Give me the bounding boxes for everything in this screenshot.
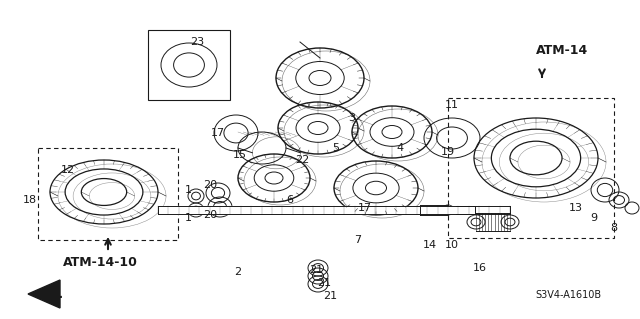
Text: 1: 1 bbox=[184, 213, 191, 223]
Bar bbox=[38, 148, 178, 240]
Text: 20: 20 bbox=[203, 210, 217, 220]
Text: 22: 22 bbox=[295, 155, 309, 165]
Text: 17: 17 bbox=[211, 128, 225, 138]
Text: ATM-14-10: ATM-14-10 bbox=[63, 256, 138, 269]
Text: 6: 6 bbox=[287, 195, 294, 205]
Text: 12: 12 bbox=[61, 165, 75, 175]
Text: 14: 14 bbox=[423, 240, 437, 250]
Text: 1: 1 bbox=[184, 185, 191, 195]
Text: 21: 21 bbox=[317, 278, 331, 288]
Text: 8: 8 bbox=[611, 223, 618, 233]
Text: 13: 13 bbox=[569, 203, 583, 213]
Text: 3: 3 bbox=[349, 113, 355, 123]
Text: 2: 2 bbox=[234, 267, 241, 277]
Text: S3V4-A1610B: S3V4-A1610B bbox=[535, 290, 601, 300]
Text: ATM-14: ATM-14 bbox=[536, 43, 588, 56]
Text: 5: 5 bbox=[333, 143, 339, 153]
Text: 9: 9 bbox=[591, 213, 598, 223]
Bar bbox=[148, 30, 230, 100]
Text: 19: 19 bbox=[441, 147, 455, 157]
Text: 16: 16 bbox=[473, 263, 487, 273]
Text: 21: 21 bbox=[309, 265, 323, 275]
Polygon shape bbox=[28, 280, 60, 308]
Text: 7: 7 bbox=[355, 235, 362, 245]
Text: 11: 11 bbox=[445, 100, 459, 110]
Text: 20: 20 bbox=[203, 180, 217, 190]
Text: FR.: FR. bbox=[40, 288, 63, 301]
Text: 17: 17 bbox=[358, 203, 372, 213]
Text: 23: 23 bbox=[190, 37, 204, 47]
Bar bbox=[448, 98, 614, 238]
Text: 18: 18 bbox=[23, 195, 37, 205]
Text: 4: 4 bbox=[396, 143, 404, 153]
Text: 10: 10 bbox=[445, 240, 459, 250]
Text: 21: 21 bbox=[323, 291, 337, 301]
Text: 15: 15 bbox=[233, 150, 247, 160]
